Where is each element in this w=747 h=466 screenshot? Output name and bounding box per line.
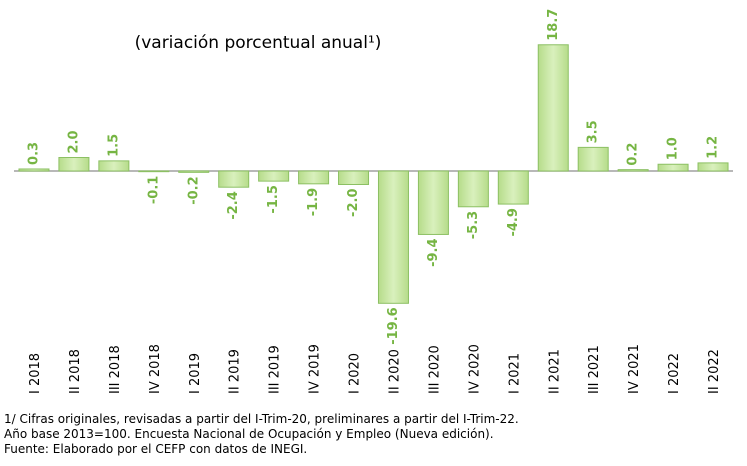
footnote: 1/ Cifras originales, revisadas a partir… <box>4 412 519 426</box>
x-tick-label: III 2018 <box>108 345 123 394</box>
bar <box>218 170 250 188</box>
bar <box>457 170 489 208</box>
x-tick-label: I 2019 <box>188 353 203 394</box>
x-tick-label: I 2021 <box>507 353 522 394</box>
value-label: -1.5 <box>266 185 281 213</box>
x-tick-label: II 2019 <box>228 349 243 394</box>
value-label: -2.4 <box>226 191 241 219</box>
value-label: 1.2 <box>706 136 721 159</box>
bar <box>58 157 90 172</box>
bar <box>298 170 330 185</box>
bar <box>338 170 370 185</box>
bar <box>377 170 409 304</box>
x-tick-label: I 2018 <box>28 353 43 394</box>
value-label: -5.3 <box>466 211 481 239</box>
value-label: 1.5 <box>106 134 121 157</box>
bar <box>258 170 290 182</box>
bar <box>178 170 210 173</box>
value-label: -2.0 <box>346 189 361 217</box>
x-tick-label: II 2018 <box>68 349 83 394</box>
value-label: -0.1 <box>146 176 161 204</box>
value-label: 1.0 <box>666 137 681 160</box>
x-tick-label: I 2020 <box>348 353 363 394</box>
x-tick-label: IV 2019 <box>308 344 323 394</box>
x-tick-label: II 2021 <box>547 349 562 394</box>
bar <box>537 44 569 172</box>
footnote: Fuente: Elaborado por el CEFP con datos … <box>4 442 307 456</box>
x-tick-label: III 2021 <box>587 345 602 394</box>
value-label: 18.7 <box>546 9 561 41</box>
bar <box>497 170 529 205</box>
value-label: -0.2 <box>186 176 201 204</box>
bar <box>617 169 649 172</box>
value-label: 2.0 <box>66 130 81 153</box>
bar <box>657 163 689 172</box>
value-label: -19.6 <box>386 307 401 344</box>
bar <box>417 170 449 235</box>
x-tick-label: III 2020 <box>427 345 442 394</box>
footnote: Año base 2013=100. Encuesta Nacional de … <box>4 427 494 441</box>
bar <box>577 146 609 172</box>
bar <box>138 170 170 173</box>
chart-title: (variación porcentual anual¹) <box>135 33 382 53</box>
value-label: -4.9 <box>506 208 521 236</box>
x-tick-label: IV 2020 <box>467 344 482 394</box>
bar <box>697 162 729 172</box>
value-label: 3.5 <box>586 120 601 143</box>
bar <box>18 168 50 172</box>
x-tick-label: II 2020 <box>387 349 402 394</box>
value-label: -1.9 <box>306 188 321 216</box>
x-tick-label: I 2022 <box>667 353 682 394</box>
x-tick-label: III 2019 <box>268 345 283 394</box>
value-label: 0.2 <box>626 143 641 166</box>
x-tick-label: IV 2018 <box>148 344 163 394</box>
x-tick-label: II 2022 <box>707 349 722 394</box>
value-label: 0.3 <box>26 142 41 165</box>
bar <box>98 160 130 172</box>
x-tick-label: IV 2021 <box>627 344 642 394</box>
value-label: -9.4 <box>426 238 441 266</box>
